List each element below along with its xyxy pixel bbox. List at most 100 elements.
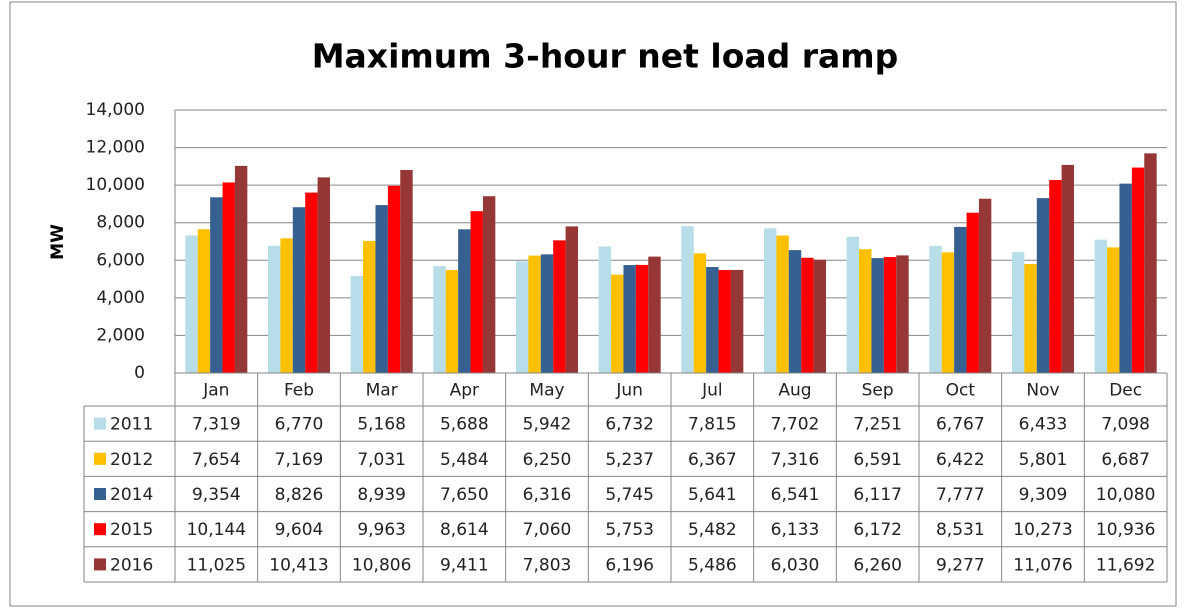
- bar: [718, 270, 731, 373]
- legend-key: [94, 452, 106, 465]
- bar: [292, 207, 306, 373]
- table-value: 6,316: [523, 485, 572, 505]
- table-value: 5,753: [605, 520, 654, 540]
- table-value: 5,641: [688, 485, 737, 505]
- legend-key: [94, 558, 106, 571]
- table-value: 8,614: [440, 520, 489, 540]
- y-axis-title: MW: [48, 224, 68, 260]
- table-value: 7,777: [936, 485, 985, 505]
- table-value: 7,803: [523, 555, 572, 575]
- table-value: 5,942: [523, 415, 572, 435]
- table-value: 11,025: [187, 555, 246, 575]
- table-value: 5,801: [1019, 450, 1068, 470]
- legend-label: 2012: [110, 450, 153, 470]
- table-value: 10,144: [187, 520, 246, 540]
- bar: [788, 250, 802, 373]
- table-value: 10,080: [1096, 485, 1155, 505]
- legend-label: 2011: [110, 415, 153, 435]
- bar: [387, 185, 401, 373]
- bar: [516, 261, 529, 373]
- bar: [648, 256, 661, 373]
- bar: [1036, 198, 1050, 373]
- bar: [598, 246, 612, 373]
- table-value: 6,117: [853, 485, 902, 505]
- table-value: 10,413: [269, 555, 328, 575]
- x-tick-label: Feb: [284, 381, 314, 401]
- table-value: 6,367: [688, 450, 737, 470]
- table-value: 6,030: [771, 555, 820, 575]
- bar: [929, 245, 942, 373]
- bar: [801, 257, 814, 373]
- table-value: 11,076: [1013, 555, 1072, 575]
- bar: [458, 229, 471, 373]
- chart-title: Maximum 3-hour net load ramp: [312, 37, 899, 76]
- x-tick-label: Mar: [366, 381, 398, 401]
- y-tick-label: 12,000: [86, 138, 145, 158]
- table-value: 9,354: [192, 485, 241, 505]
- bar: [941, 252, 955, 373]
- bar: [966, 212, 979, 373]
- x-tick-label: Nov: [1026, 381, 1059, 401]
- bar: [871, 258, 884, 373]
- table-value: 10,936: [1096, 520, 1155, 540]
- table-value: 7,251: [853, 415, 902, 435]
- bar: [846, 236, 860, 373]
- bar: [1144, 153, 1157, 373]
- bar: [1012, 252, 1025, 373]
- x-tick-label: Jul: [701, 381, 723, 401]
- table-value: 6,196: [605, 555, 654, 575]
- bar: [363, 240, 376, 373]
- table-value: 6,433: [1019, 415, 1068, 435]
- table-value: 7,319: [192, 415, 241, 435]
- bar: [375, 205, 388, 373]
- bar: [1024, 264, 1037, 373]
- table-value: 6,133: [771, 520, 820, 540]
- bar: [635, 264, 649, 373]
- table-value: 6,250: [523, 450, 572, 470]
- y-tick-label: 4,000: [96, 288, 145, 308]
- table-value: 11,692: [1096, 555, 1155, 575]
- table-value: 9,277: [936, 555, 985, 575]
- bar: [1107, 247, 1120, 373]
- bar: [222, 182, 235, 373]
- table-value: 7,316: [771, 450, 820, 470]
- table-value: 8,939: [357, 485, 406, 505]
- table-value: 9,411: [440, 555, 489, 575]
- bar: [1131, 167, 1145, 373]
- table-value: 8,531: [936, 520, 985, 540]
- bar: [234, 165, 248, 373]
- table-value: 7,815: [688, 415, 737, 435]
- bar: [553, 240, 566, 373]
- y-tick-label: 8,000: [96, 213, 145, 233]
- legend-label: 2014: [110, 485, 153, 505]
- legend-key: [94, 488, 106, 500]
- table-value: 5,486: [688, 555, 737, 575]
- bar: [317, 177, 330, 373]
- table-value: 6,767: [936, 415, 985, 435]
- bar: [1049, 180, 1062, 373]
- x-tick-label: May: [529, 381, 564, 401]
- y-tick-label: 0: [134, 363, 145, 383]
- bar: [433, 266, 446, 373]
- table-value: 10,273: [1013, 520, 1072, 540]
- y-tick-label: 14,000: [86, 100, 145, 120]
- bar: [280, 238, 293, 373]
- legend-key: [94, 523, 106, 536]
- bar: [185, 235, 198, 373]
- bar: [445, 269, 459, 373]
- table-value: 5,484: [440, 450, 489, 470]
- legend-label: 2015: [110, 520, 153, 540]
- x-tick-label: Apr: [450, 381, 479, 401]
- table-value: 6,591: [853, 450, 902, 470]
- bar: [470, 211, 483, 373]
- bar: [776, 235, 789, 373]
- bar: [764, 228, 777, 373]
- x-tick-label: Sep: [862, 381, 894, 401]
- table-value: 6,260: [853, 555, 902, 575]
- table-value: 9,309: [1019, 485, 1068, 505]
- bar: [813, 259, 826, 373]
- bar: [1119, 183, 1132, 373]
- bar: [896, 255, 909, 373]
- table-value: 5,168: [357, 415, 406, 435]
